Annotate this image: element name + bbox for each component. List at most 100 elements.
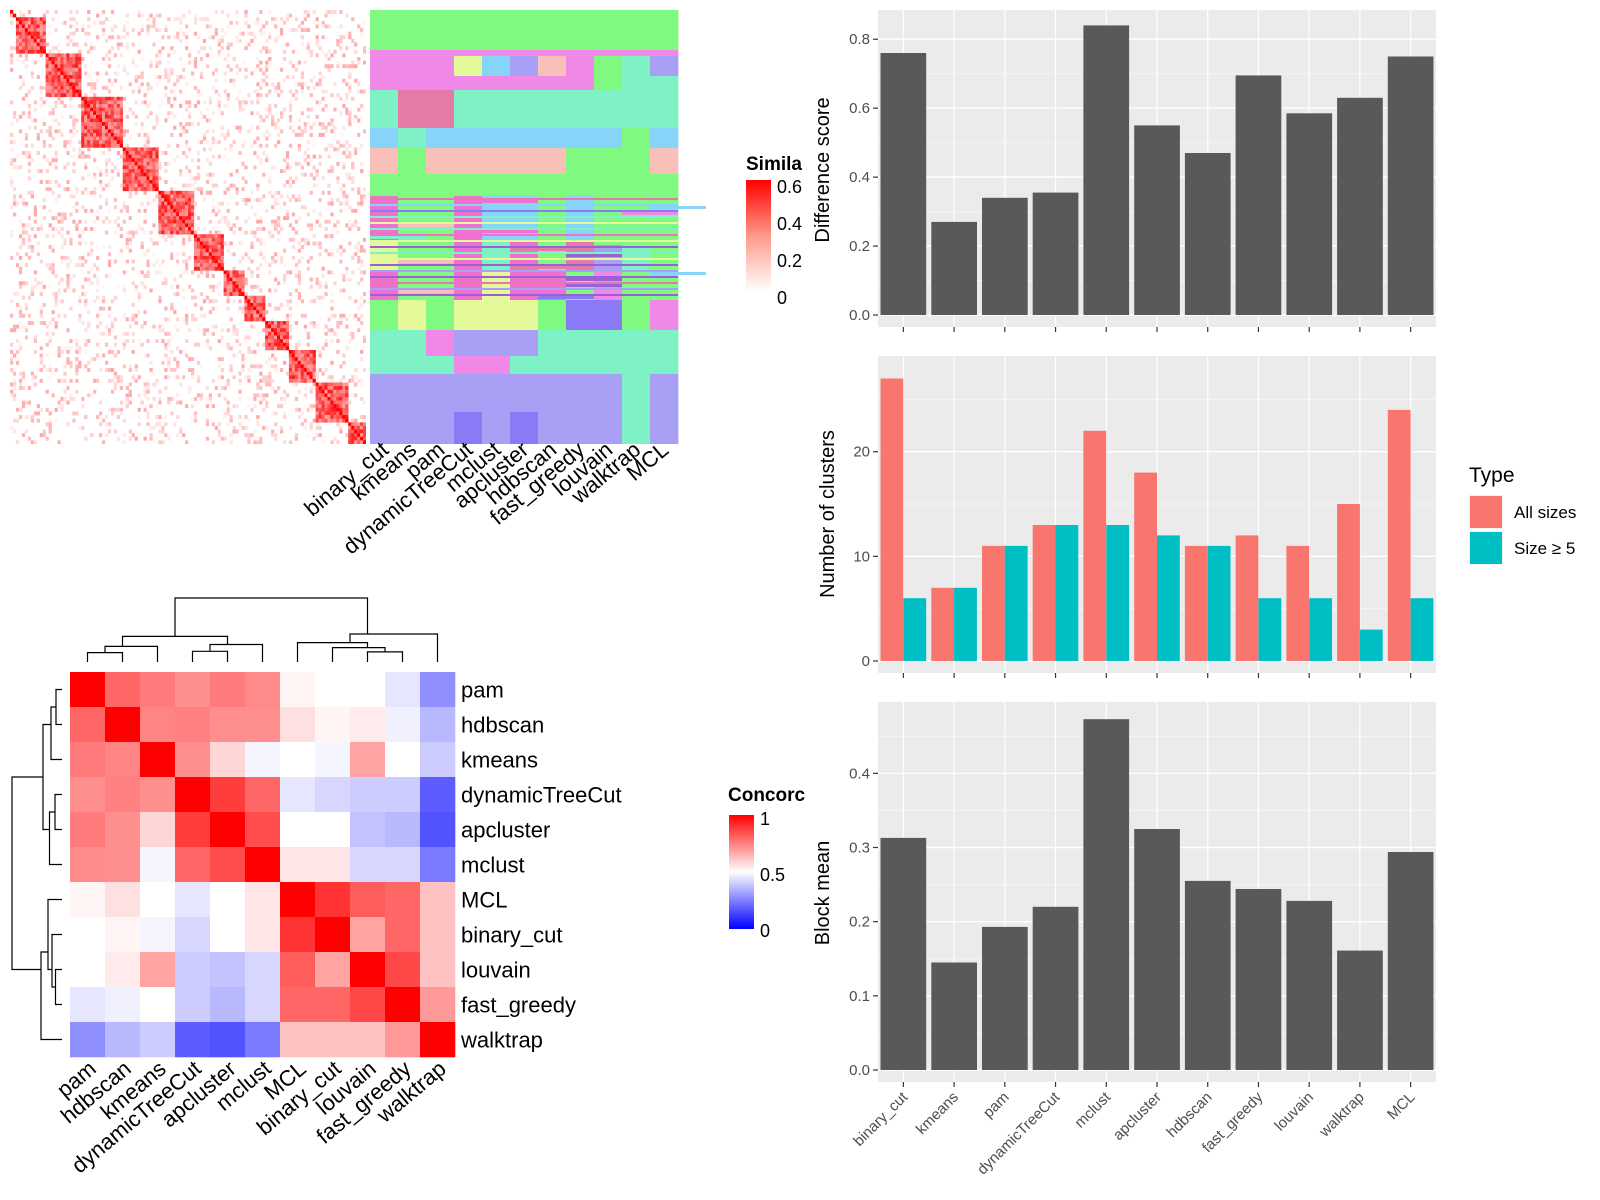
similarity-cell: [199, 393, 204, 398]
similarity-cell: [256, 418, 260, 423]
similarity-cell: [202, 328, 207, 333]
similarity-cell: [339, 407, 343, 412]
similarity-cell: [48, 64, 52, 69]
similarity-cell: [99, 20, 103, 25]
similarity-cell: [63, 241, 67, 246]
similarity-cell: [10, 255, 14, 260]
similarity-cell: [274, 104, 278, 108]
similarity-cell: [113, 100, 118, 105]
similarity-cell: [288, 118, 293, 123]
similarity-cell: [66, 67, 70, 72]
concordance-cell: [175, 917, 211, 953]
similarity-cell: [57, 219, 61, 224]
similarity-cell: [182, 208, 186, 213]
similarity-cell: [10, 13, 14, 18]
similarity-cell: [57, 75, 61, 80]
similarity-cell: [244, 299, 248, 304]
similarity-cell: [217, 93, 221, 98]
similarity-cell: [288, 125, 293, 130]
concordance-cell: [70, 847, 106, 883]
assignment-cell: [566, 56, 595, 76]
similarity-cell: [199, 263, 204, 268]
similarity-cell: [282, 281, 287, 286]
similarity-cell: [363, 270, 366, 275]
similarity-cell: [10, 67, 14, 72]
similarity-cell: [54, 118, 58, 123]
similarity-cell: [18, 24, 23, 29]
similarity-cell: [63, 255, 67, 260]
similarity-cell: [167, 216, 171, 221]
similarity-cell: [277, 125, 281, 130]
similarity-cell: [229, 346, 233, 351]
similarity-cell: [214, 234, 218, 239]
similarity-cell: [351, 208, 355, 213]
similarity-cell: [282, 107, 287, 112]
similarity-cell: [199, 248, 204, 253]
similarity-cell: [122, 339, 126, 344]
similarity-cell: [122, 270, 126, 275]
similarity-cell: [223, 288, 227, 293]
similarity-cell: [134, 321, 138, 325]
similarity-cell: [342, 35, 346, 40]
similarity-cell: [131, 158, 135, 163]
similarity-cell: [69, 237, 73, 242]
similarity-cell: [63, 212, 67, 217]
similarity-cell: [333, 436, 337, 441]
similarity-cell: [107, 219, 112, 224]
similarity-cell: [10, 357, 14, 362]
similarity-cell: [211, 266, 215, 271]
similarity-cell: [336, 396, 340, 401]
similarity-cell: [318, 404, 322, 409]
similarity-cell: [30, 20, 35, 25]
assignment-cell: [594, 374, 623, 412]
similarity-cell: [27, 234, 32, 239]
similarity-cell: [345, 140, 349, 145]
assignment-stripe: [370, 222, 678, 224]
similarity-cell: [72, 114, 76, 119]
similarity-cell: [87, 270, 91, 275]
similarity-cell: [12, 46, 17, 51]
similarity-cell: [149, 371, 153, 376]
similarity-cell: [140, 342, 144, 347]
similarity-cell: [357, 317, 361, 322]
concordance-cell: [350, 882, 386, 918]
similarity-cell: [345, 107, 349, 112]
similarity-cell: [161, 440, 165, 444]
similarity-cell: [96, 78, 100, 83]
similarity-cell: [193, 104, 198, 108]
similarity-cell: [84, 364, 88, 369]
concordance-cell: [315, 672, 351, 708]
similarity-cell: [96, 136, 100, 141]
similarity-cell: [330, 125, 334, 130]
y-tick-label: 0.1: [849, 988, 870, 1005]
similarity-cell: [72, 122, 76, 127]
bar: [1032, 192, 1079, 315]
similarity-cell: [122, 151, 126, 155]
similarity-cell: [244, 100, 248, 105]
similarity-cell: [87, 111, 91, 116]
similarity-cell: [259, 227, 263, 231]
similarity-cell: [244, 219, 248, 224]
similarity-cell: [69, 396, 73, 401]
similarity-cell: [324, 129, 328, 134]
similarity-cell: [149, 179, 153, 184]
similarity-cell: [217, 140, 221, 145]
similarity-cell: [193, 248, 198, 253]
similarity-cell: [179, 89, 183, 94]
similarity-cell: [143, 393, 147, 398]
similarity-cell: [48, 187, 52, 192]
assignment-cell: [482, 374, 511, 412]
similarity-cell: [250, 299, 254, 304]
similarity-cell: [256, 96, 260, 101]
assignment-cell: [482, 174, 511, 196]
similarity-cell: [96, 129, 100, 134]
similarity-cell: [285, 331, 290, 336]
similarity-cell: [253, 404, 257, 409]
similarity-cell: [48, 67, 52, 72]
similarity-cell: [318, 245, 322, 249]
similarity-cell: [312, 143, 316, 148]
similarity-cell: [140, 24, 144, 29]
similarity-cell: [128, 382, 132, 387]
assignment-cell: [622, 330, 651, 356]
similarity-cell: [300, 411, 304, 416]
